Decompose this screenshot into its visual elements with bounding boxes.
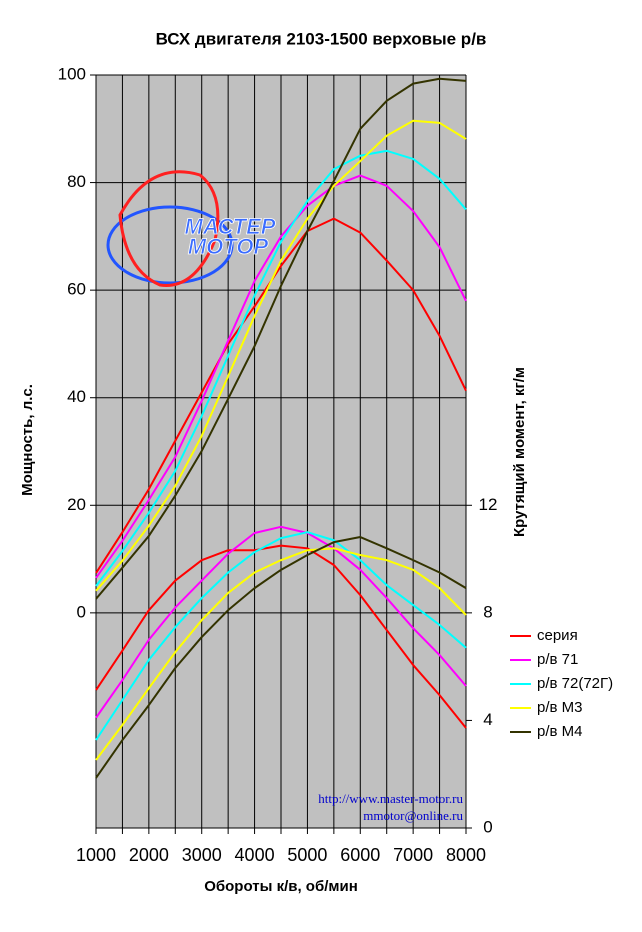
power-line [95,217,467,574]
x-tick-label: 4000 [235,845,275,865]
y2-tick-label: 4 [483,710,492,729]
torque-line [95,547,467,761]
x-tick-label: 8000 [446,845,486,865]
y-tick-label: 100 [58,64,86,83]
torque-line [95,525,467,719]
power-line [95,119,467,592]
y-axis-label: Мощность, л.с. [19,384,36,496]
legend-label: р/в М4 [537,723,582,740]
legend-label: серия [537,627,578,644]
y-tick-label: 60 [67,280,86,299]
torque-line [95,531,467,741]
chart-title: ВСХ двигателя 2103-1500 верховые р/в [156,29,487,48]
logo-ring [106,205,234,285]
y-tick-label: 0 [77,602,86,621]
x-tick-label: 3000 [182,845,222,865]
y-tick-label: 80 [67,172,86,191]
x-tick-label: 7000 [393,845,433,865]
torque-line [95,536,467,779]
x-axis-label: Обороты к/в, об/мин [204,878,358,895]
y2-axis-label: Крутящий момент, кг/м [511,367,528,537]
y-tick-label: 20 [67,495,86,514]
annotation: http://www.master-motor.ru [318,791,463,806]
torque-line [95,544,467,729]
y2-tick-label: 12 [479,495,498,514]
annotation: mmotor@online.ru [363,808,463,823]
x-tick-label: 2000 [129,845,169,865]
power-line [95,77,467,600]
y-tick-label: 40 [67,387,86,406]
logo-text: МОТОР [188,234,269,259]
power-line [95,149,467,587]
logo-ring [118,170,220,287]
logo: МАСТЕР МОТОР [106,170,276,287]
legend-label: р/в 72(72Г) [537,675,613,692]
y2-tick-label: 0 [483,817,492,836]
power-line [95,174,467,579]
x-tick-label: 6000 [340,845,380,865]
legend-label: р/в 71 [537,651,578,668]
x-tick-label: 5000 [287,845,327,865]
legend-label: р/в М3 [537,699,582,716]
y2-tick-label: 8 [483,602,492,621]
logo-text: МАСТЕР [185,214,276,239]
x-tick-label: 1000 [76,845,116,865]
